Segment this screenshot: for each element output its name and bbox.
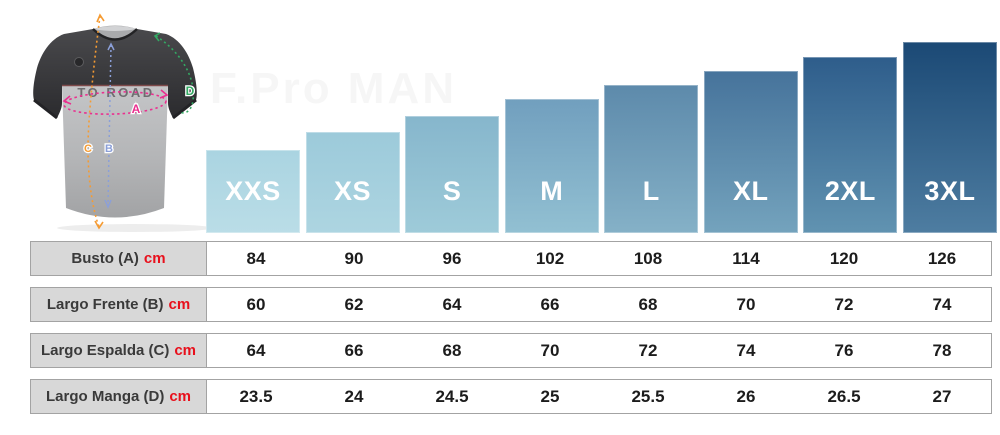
table-cell: 72 bbox=[638, 340, 658, 360]
front-length-line-b bbox=[107, 44, 112, 207]
size-table: Busto (A) cm 84 90 96 102 108 114 120 126 Largo Fr… bbox=[30, 241, 992, 425]
jersey-figure: TO ROAD C B A D bbox=[33, 13, 213, 232]
row-label-text: Busto (A) bbox=[71, 250, 139, 267]
table-cell: 126 bbox=[927, 248, 957, 268]
table-cell: 68 bbox=[442, 340, 462, 360]
table-cell: 60 bbox=[246, 294, 266, 314]
table-row: Largo Frente (B) cm 60 62 64 66 68 70 72 74 bbox=[30, 287, 992, 322]
table-cell: 96 bbox=[442, 248, 462, 268]
size-bar-xl: XL bbox=[703, 71, 798, 233]
table-cell: 26.5 bbox=[827, 386, 861, 406]
table-cell: 102 bbox=[535, 248, 565, 268]
measure-letter-c: C bbox=[84, 143, 92, 155]
table-cell: 120 bbox=[829, 248, 859, 268]
size-bar-s: S bbox=[405, 116, 500, 233]
size-bar-label: XL bbox=[733, 176, 769, 206]
size-bar-label: 2XL bbox=[824, 176, 876, 206]
size-bars: XXS XS S M L XL 2XL 3XL bbox=[206, 0, 997, 233]
table-cell: 26 bbox=[736, 386, 756, 406]
table-cell: 27 bbox=[932, 386, 952, 406]
size-bar-label: XXS bbox=[225, 176, 281, 206]
row-unit: cm bbox=[169, 388, 192, 405]
table-cell: 114 bbox=[732, 248, 760, 268]
row-label-text: Largo Frente (B) bbox=[46, 296, 164, 313]
back-length-arrow-top bbox=[96, 13, 105, 23]
table-cell: 90 bbox=[344, 248, 364, 268]
row-label: Largo Espalda (C) cm bbox=[31, 334, 207, 367]
sleeve-line-d bbox=[155, 35, 195, 114]
table-cell: 76 bbox=[834, 340, 854, 360]
size-bar-2xl: 2XL bbox=[803, 57, 898, 233]
size-bar-l: L bbox=[604, 85, 699, 233]
table-row: Largo Espalda (C) cm 64 66 68 70 72 74 76 78 bbox=[30, 333, 992, 368]
row-label-text: Largo Espalda (C) bbox=[40, 342, 170, 359]
jersey-top bbox=[33, 26, 197, 118]
measure-letter-a: A bbox=[132, 102, 141, 116]
back-length-arrow-bottom bbox=[94, 220, 104, 230]
measure-letter-b: B bbox=[105, 143, 113, 155]
table-cell: 24 bbox=[344, 386, 364, 406]
size-bar-xxs: XXS bbox=[206, 150, 300, 233]
bust-arrow-right bbox=[159, 89, 169, 99]
size-bar-label: 3XL bbox=[924, 176, 976, 206]
row-unit: cm bbox=[168, 296, 191, 313]
table-cell: 74 bbox=[736, 340, 756, 360]
front-length-arrow-bottom bbox=[104, 199, 112, 209]
table-cell: 108 bbox=[633, 248, 663, 268]
size-bar-label: L bbox=[642, 176, 660, 206]
jersey-body bbox=[62, 86, 168, 218]
collar-rim bbox=[92, 28, 138, 41]
table-cell: 70 bbox=[736, 294, 756, 314]
table-cell: 84 bbox=[246, 248, 266, 268]
row-label: Busto (A) cm bbox=[31, 242, 207, 275]
table-row: Busto (A) cm 84 90 96 102 108 114 120 126 bbox=[30, 241, 992, 276]
size-bar-m: M bbox=[504, 99, 599, 233]
sleeve-arrow-top bbox=[153, 32, 161, 42]
table-cell: 23.5 bbox=[239, 386, 273, 406]
size-bar-label: XS bbox=[334, 176, 372, 206]
chest-logo-icon bbox=[74, 57, 84, 67]
row-unit: cm bbox=[143, 250, 166, 267]
row-label: Largo Manga (D) cm bbox=[31, 380, 207, 413]
table-cell: 70 bbox=[540, 340, 560, 360]
size-bar-xs: XS bbox=[305, 132, 400, 233]
size-bar-label: S bbox=[442, 176, 462, 206]
table-cell: 24.5 bbox=[435, 386, 469, 406]
jersey-shadow bbox=[57, 224, 213, 232]
row-label-text: Largo Manga (D) bbox=[45, 388, 165, 405]
table-cell: 68 bbox=[638, 294, 658, 314]
table-row: Largo Manga (D) cm 23.5 24 24.5 25 25.5 26 26.5 2… bbox=[30, 379, 992, 414]
measure-letter-d: D bbox=[186, 84, 195, 98]
collar-strip bbox=[93, 26, 137, 31]
front-length-arrow-top bbox=[107, 42, 115, 51]
table-cell: 25.5 bbox=[631, 386, 665, 406]
table-cell: 64 bbox=[246, 340, 266, 360]
table-cell: 64 bbox=[442, 294, 462, 314]
left-cuff bbox=[33, 98, 58, 120]
size-bar-3xl: 3XL bbox=[902, 42, 997, 233]
table-cell: 74 bbox=[932, 294, 952, 314]
row-unit: cm bbox=[174, 342, 197, 359]
table-cell: 72 bbox=[834, 294, 854, 314]
bust-line-a bbox=[63, 91, 167, 115]
row-label: Largo Frente (B) cm bbox=[31, 288, 207, 321]
bust-arrow-left bbox=[62, 95, 72, 105]
back-length-line-c bbox=[87, 15, 101, 228]
size-bar-label: M bbox=[540, 176, 564, 206]
table-cell: 62 bbox=[344, 294, 364, 314]
table-cell: 25 bbox=[540, 386, 560, 406]
table-cell: 66 bbox=[344, 340, 364, 360]
watermark-text: F.Pro MAN bbox=[210, 64, 457, 113]
table-cell: 78 bbox=[932, 340, 952, 360]
table-cell: 66 bbox=[540, 294, 560, 314]
